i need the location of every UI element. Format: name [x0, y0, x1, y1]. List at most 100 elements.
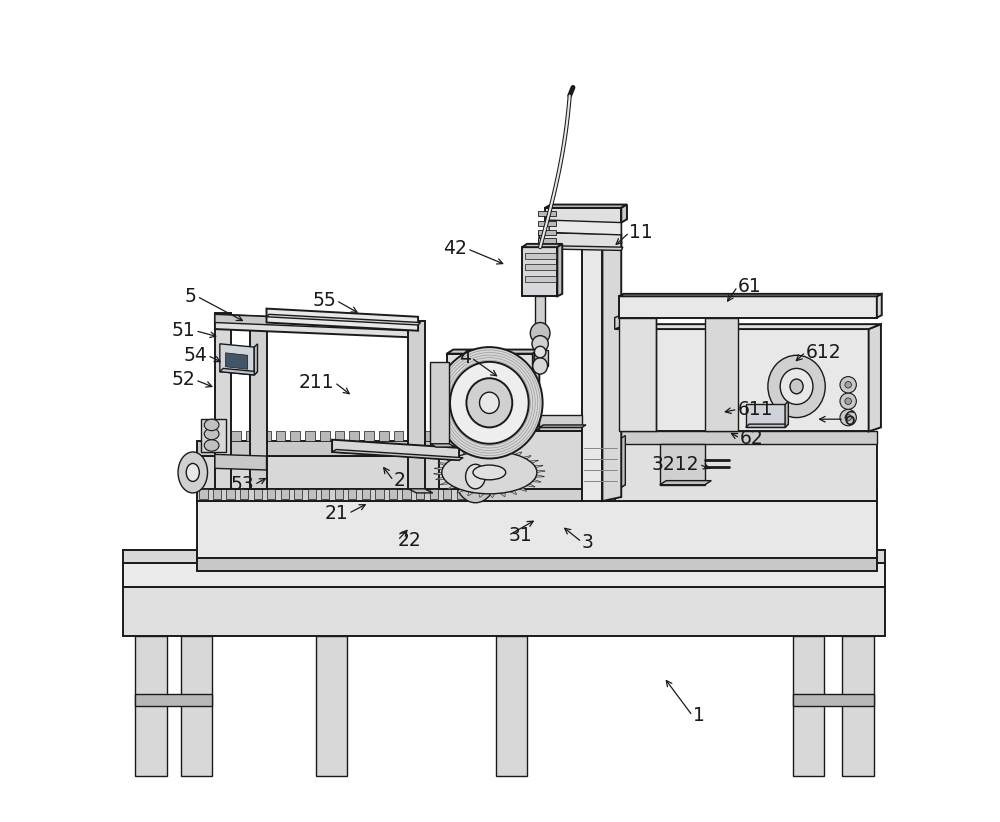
Polygon shape	[534, 465, 543, 468]
Text: 31: 31	[508, 526, 532, 545]
Polygon shape	[135, 694, 212, 706]
Polygon shape	[276, 432, 285, 441]
Polygon shape	[557, 244, 562, 296]
Polygon shape	[523, 455, 531, 459]
Polygon shape	[254, 344, 258, 375]
Polygon shape	[438, 432, 448, 441]
Polygon shape	[394, 432, 403, 441]
Text: 4: 4	[459, 349, 471, 367]
Polygon shape	[123, 550, 885, 562]
Polygon shape	[525, 253, 556, 259]
Polygon shape	[457, 489, 465, 499]
Text: 3: 3	[582, 533, 594, 552]
Polygon shape	[220, 368, 258, 375]
Text: 5: 5	[185, 287, 197, 306]
Polygon shape	[539, 246, 623, 251]
Polygon shape	[496, 636, 527, 775]
Polygon shape	[522, 244, 562, 247]
Polygon shape	[434, 473, 442, 475]
Polygon shape	[294, 489, 302, 499]
Polygon shape	[261, 432, 271, 441]
Polygon shape	[321, 489, 329, 499]
Ellipse shape	[780, 368, 813, 404]
Polygon shape	[526, 484, 535, 487]
Polygon shape	[582, 215, 602, 501]
Ellipse shape	[450, 362, 529, 444]
Polygon shape	[231, 432, 241, 441]
Ellipse shape	[204, 440, 219, 451]
Polygon shape	[532, 479, 541, 483]
Polygon shape	[438, 463, 447, 465]
Polygon shape	[793, 636, 824, 775]
Ellipse shape	[840, 409, 856, 426]
Polygon shape	[416, 489, 424, 499]
Polygon shape	[746, 404, 785, 427]
Polygon shape	[123, 587, 885, 636]
Ellipse shape	[845, 381, 851, 388]
Ellipse shape	[840, 376, 856, 393]
Polygon shape	[538, 211, 556, 216]
Polygon shape	[332, 450, 463, 460]
Ellipse shape	[532, 335, 548, 352]
Polygon shape	[305, 432, 315, 441]
Text: 611: 611	[738, 399, 773, 419]
Polygon shape	[537, 470, 545, 473]
Polygon shape	[619, 296, 877, 317]
Polygon shape	[500, 492, 505, 496]
Polygon shape	[281, 489, 289, 499]
Text: 211: 211	[299, 373, 335, 392]
Polygon shape	[447, 349, 539, 353]
Polygon shape	[389, 489, 397, 499]
Polygon shape	[423, 432, 433, 441]
Polygon shape	[452, 432, 462, 441]
Polygon shape	[533, 349, 539, 432]
Polygon shape	[290, 432, 300, 441]
Text: 6: 6	[844, 409, 856, 429]
Polygon shape	[254, 489, 262, 499]
Polygon shape	[525, 265, 556, 270]
Ellipse shape	[466, 464, 485, 489]
Text: 3212: 3212	[652, 455, 699, 473]
Polygon shape	[619, 436, 625, 489]
Polygon shape	[349, 432, 359, 441]
Polygon shape	[869, 324, 881, 432]
Polygon shape	[250, 325, 267, 489]
Polygon shape	[539, 425, 586, 427]
Polygon shape	[215, 455, 267, 470]
Ellipse shape	[436, 347, 543, 459]
Polygon shape	[660, 481, 711, 485]
Text: 42: 42	[443, 239, 467, 258]
Polygon shape	[246, 432, 256, 441]
Polygon shape	[447, 353, 533, 432]
Polygon shape	[484, 447, 489, 451]
Ellipse shape	[455, 450, 496, 503]
Polygon shape	[602, 210, 621, 501]
Polygon shape	[539, 233, 621, 249]
Polygon shape	[379, 432, 389, 441]
Polygon shape	[538, 221, 556, 226]
Polygon shape	[181, 636, 212, 775]
Polygon shape	[430, 362, 449, 444]
Polygon shape	[619, 293, 882, 296]
Polygon shape	[316, 636, 347, 775]
Polygon shape	[267, 314, 421, 325]
Ellipse shape	[466, 378, 512, 427]
Polygon shape	[785, 401, 788, 427]
Polygon shape	[197, 558, 877, 570]
Polygon shape	[135, 636, 167, 775]
Polygon shape	[439, 419, 598, 432]
Text: 62: 62	[740, 428, 764, 447]
Polygon shape	[436, 478, 445, 479]
Polygon shape	[793, 694, 874, 706]
Polygon shape	[522, 247, 557, 296]
Polygon shape	[199, 489, 208, 499]
Polygon shape	[348, 489, 356, 499]
Polygon shape	[538, 230, 556, 235]
Polygon shape	[505, 450, 511, 453]
Polygon shape	[335, 432, 344, 441]
Polygon shape	[877, 293, 882, 317]
Polygon shape	[335, 489, 343, 499]
Polygon shape	[621, 205, 627, 223]
Polygon shape	[364, 432, 374, 441]
Ellipse shape	[480, 392, 499, 413]
